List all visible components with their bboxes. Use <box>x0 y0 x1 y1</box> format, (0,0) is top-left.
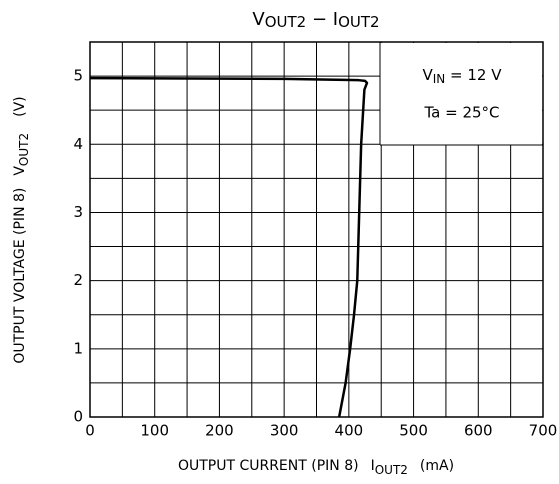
y-axis-label: OUTPUT VOLTAGE (PIN 8)VOUT2(V) <box>12 96 31 363</box>
x-tick-label: 100 <box>140 422 169 440</box>
x-tick-label: 0 <box>85 422 95 440</box>
annotation: VIN = 12 V <box>422 66 502 86</box>
x-tick-label: 300 <box>270 422 299 440</box>
annotation-box <box>380 43 542 145</box>
y-tick-label: 1 <box>73 339 83 357</box>
y-tick-label: 2 <box>73 271 83 289</box>
x-tick-label: 600 <box>464 422 493 440</box>
x-axis-label: OUTPUT CURRENT (PIN 8) IOUT2 (mA) <box>178 458 454 477</box>
chart-title: VOUT2 − IOUT2 <box>252 9 379 31</box>
y-tick-label: 5 <box>73 67 83 85</box>
x-tick-label: 400 <box>335 422 364 440</box>
annotation: Ta = 25°C <box>423 104 499 122</box>
x-tick-label: 500 <box>399 422 428 440</box>
y-tick-label: 0 <box>73 408 83 426</box>
plot-frame <box>89 41 544 418</box>
x-tick-label: 700 <box>529 422 558 440</box>
x-tick-label: 200 <box>205 422 234 440</box>
y-tick-label: 4 <box>73 135 83 153</box>
data-line <box>89 76 369 418</box>
y-tick-label: 3 <box>73 203 83 221</box>
